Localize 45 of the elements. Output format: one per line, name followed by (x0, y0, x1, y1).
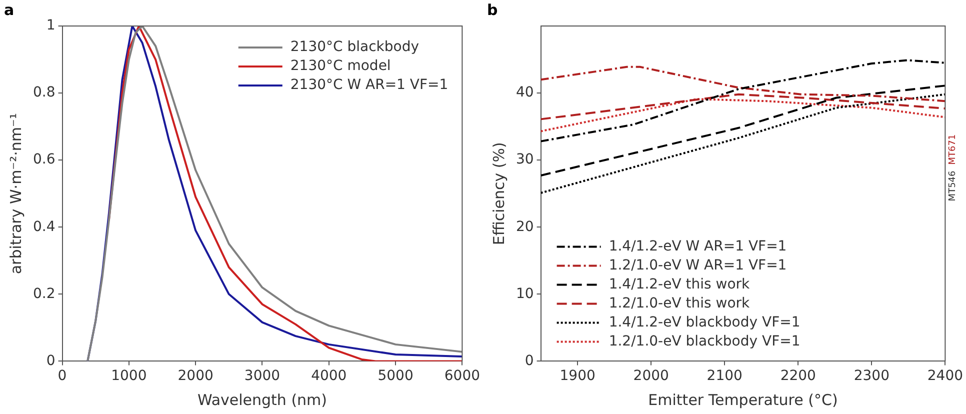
x-tick-label: 2200 (780, 368, 816, 384)
legend-label: 2130°C W AR=1 VF=1 (290, 77, 448, 94)
x-tick-label: 2100 (706, 368, 742, 384)
line-series (540, 84, 946, 176)
y-tick-label: 0 (524, 352, 534, 369)
y-tick-label: 10 (516, 286, 534, 302)
y-axis-title: arbitrary W·m⁻²·nm⁻¹ (6, 113, 25, 274)
x-tick-label: 5000 (378, 368, 414, 384)
y-tick-label: 20 (516, 218, 534, 235)
y-tick-label: 0.6 (33, 152, 56, 168)
x-tick-label: 1000 (111, 368, 147, 384)
y-tick-label: 0.8 (33, 84, 56, 101)
y-tick-label: 1 (46, 18, 56, 34)
text: MT671 (948, 134, 958, 165)
x-tick-label: 4000 (311, 368, 347, 384)
x-tick-label: 2000 (633, 368, 669, 384)
x-tick-label: 6000 (444, 368, 480, 384)
line-series (540, 98, 946, 132)
y-axis-title: Efficiency (%) (490, 142, 508, 246)
legend-label: 2130°C model (290, 58, 391, 74)
line-series (540, 93, 946, 194)
x-tick-label: 2300 (854, 368, 890, 384)
x-tick-label: 1900 (560, 368, 596, 384)
x-tick-label: 3000 (244, 368, 280, 384)
legend-label: 1.2/1.0-eV this work (608, 295, 751, 312)
text: MT546 (948, 170, 958, 202)
chart-title: b (487, 0, 498, 19)
legend-label: 1.4/1.2-eV this work (608, 276, 751, 292)
x-tick-label: 2000 (178, 368, 214, 384)
y-tick-label: 0 (46, 352, 56, 369)
legend-label: 1.4/1.2-eV W AR=1 VF=1 (608, 238, 787, 254)
y-tick-label: 40 (516, 84, 534, 101)
legend-label: 1.2/1.0-eV blackbody VF=1 (608, 333, 800, 350)
x-axis-title: Wavelength (nm) (197, 390, 328, 409)
line-series (540, 59, 946, 142)
y-tick-label: 0.2 (33, 286, 56, 302)
legend-label: 1.2/1.0-eV W AR=1 VF=1 (608, 257, 787, 274)
y-tick-label: 0.4 (33, 218, 56, 235)
x-tick-label: 2400 (927, 368, 964, 384)
chart-title: a (4, 0, 14, 19)
legend-label: 1.4/1.2-eV blackbody VF=1 (608, 314, 800, 330)
y-tick-label: 30 (516, 152, 534, 168)
x-axis-title: Emitter Temperature (°C) (648, 390, 838, 409)
legend-label: 2130°C blackbody (290, 39, 420, 56)
x-tick-label: 0 (58, 368, 67, 384)
